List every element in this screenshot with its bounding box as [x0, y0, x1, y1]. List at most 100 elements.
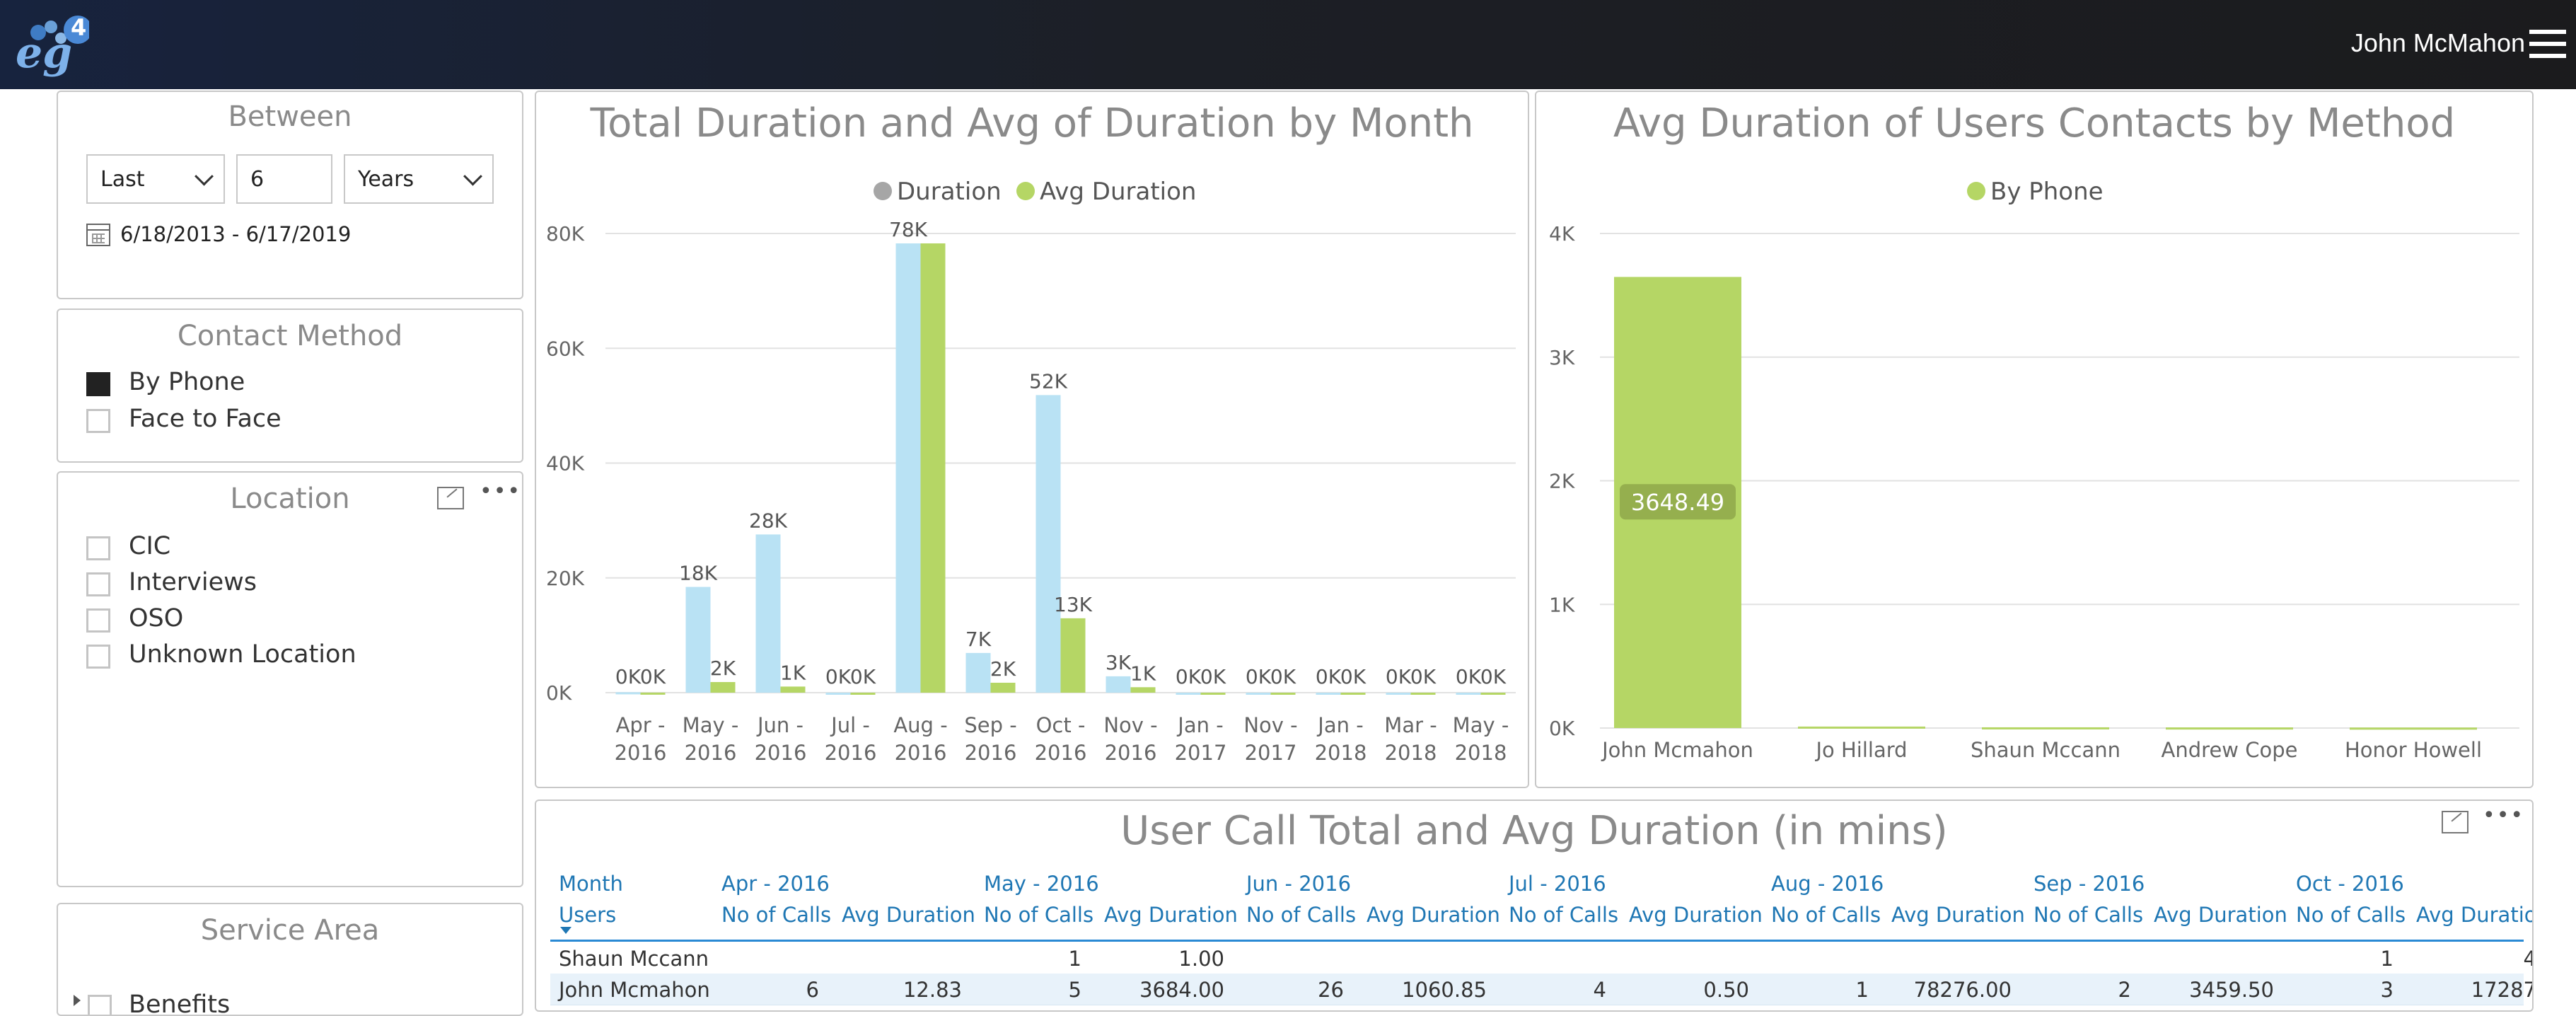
data-label: 0K	[1480, 665, 1507, 688]
column-header-calls[interactable]: No of Calls	[1771, 903, 1881, 927]
legend-marker	[1967, 182, 1985, 200]
checkbox-interviews[interactable]	[86, 572, 110, 596]
column-header-avg-duration[interactable]: Avg Duration	[1891, 903, 2025, 927]
checkbox-by-phone[interactable]	[86, 372, 110, 396]
contact-method-panel: Contact Method By Phone Face to Face	[57, 308, 523, 463]
column-header-month[interactable]: Sep - 2016	[2033, 872, 2145, 896]
checkbox-benefits[interactable]	[88, 995, 112, 1015]
column-header-month[interactable]: Aug - 2016	[1771, 872, 1884, 896]
table-title: User Call Total and Avg Duration (in min…	[1120, 808, 1948, 854]
bar-avg-duration	[850, 692, 876, 695]
calendar-icon[interactable]	[86, 224, 110, 246]
column-header-month[interactable]: Jun - 2016	[1246, 872, 1352, 896]
column-header-month[interactable]: Apr - 2016	[721, 872, 830, 896]
cell-avg-duration: 1060.85	[1402, 978, 1487, 1002]
column-header-avg-duration[interactable]: Avg Duration	[2416, 903, 2532, 927]
data-label: 28K	[749, 509, 788, 532]
row-header-month[interactable]: Month	[559, 872, 623, 896]
x-tick-label: Aug -	[893, 713, 947, 737]
data-label: 78K	[889, 218, 928, 241]
legend-label: Duration	[897, 178, 1002, 206]
checkbox-oso[interactable]	[86, 608, 110, 633]
column-header-calls[interactable]: No of Calls	[2296, 903, 2406, 927]
bar-avg-duration	[710, 681, 736, 693]
row-header-users[interactable]: Users	[559, 903, 617, 927]
column-header-calls[interactable]: No of Calls	[721, 903, 832, 927]
expand-arrow-icon[interactable]	[74, 995, 81, 1006]
checkbox-cic[interactable]	[86, 536, 110, 560]
x-tick-label: May -	[683, 713, 739, 737]
bar-duration	[825, 692, 851, 695]
y-tick-label: 60K	[546, 337, 585, 360]
table-row[interactable]	[550, 942, 2524, 974]
user-name[interactable]: John McMahon	[2350, 28, 2525, 57]
y-tick-label: 0K	[1549, 717, 1575, 740]
data-label: 3K	[1106, 651, 1132, 674]
y-tick-label: 2K	[1549, 470, 1575, 493]
sort-arrow-icon[interactable]	[560, 927, 572, 934]
legend-marker	[1016, 182, 1035, 200]
data-label: 0K	[615, 665, 642, 688]
x-tick-label: 2016	[1035, 741, 1087, 765]
checkbox-unknown-location[interactable]	[86, 645, 110, 669]
column-header-calls[interactable]: No of Calls	[1509, 903, 1619, 927]
column-header-month[interactable]: May - 2016	[984, 872, 1099, 896]
bar-by-phone	[1798, 726, 1925, 729]
data-label-background	[1620, 484, 1736, 520]
more-options-icon[interactable]: •••	[480, 479, 522, 504]
bar-avg-duration	[1060, 618, 1086, 693]
period-unit-select[interactable]: Years	[344, 154, 494, 204]
column-header-month[interactable]: Jul - 2016	[1509, 872, 1606, 896]
checkbox-face-to-face[interactable]	[86, 409, 110, 433]
logo-badge: 4	[71, 14, 87, 41]
data-label: 3648.49	[1631, 489, 1724, 516]
user-call-matrix: Month Users Apr - 2016 No of Calls Avg Durat…	[536, 801, 2532, 1010]
bar-duration	[1035, 395, 1061, 693]
column-header-avg-duration[interactable]: Avg Duration	[2154, 903, 2287, 927]
focus-mode-icon[interactable]	[437, 487, 464, 509]
data-label: 13K	[1054, 593, 1093, 616]
y-tick-label: 1K	[1549, 593, 1575, 616]
focus-mode-icon[interactable]	[2442, 811, 2468, 833]
panel-title: Location	[230, 483, 350, 515]
column-header-avg-duration[interactable]: Avg Duration	[1629, 903, 1763, 927]
x-tick-label: Apr -	[616, 713, 666, 737]
y-tick-label: 40K	[546, 452, 585, 475]
y-tick-label: 80K	[546, 222, 585, 246]
x-tick-label: 2016	[685, 741, 737, 765]
column-header-calls[interactable]: No of Calls	[2033, 903, 2144, 927]
column-header-avg-duration[interactable]: Avg Duration	[842, 903, 975, 927]
app-logo[interactable]: eg 4	[11, 10, 92, 78]
cell-calls: 3	[2380, 978, 2394, 1002]
data-label: 0K	[1316, 665, 1342, 688]
period-unit-value: Years	[358, 166, 414, 192]
column-header-calls[interactable]: No of Calls	[984, 903, 1094, 927]
column-header-avg-duration[interactable]: Avg Duration	[1367, 903, 1500, 927]
x-tick-label: 2016	[825, 741, 877, 765]
column-header-month[interactable]: Oct - 2016	[2296, 872, 2404, 896]
cell-calls: 4	[1593, 978, 1606, 1002]
data-label: 0K	[1200, 665, 1226, 688]
table-row[interactable]	[550, 974, 2524, 1005]
period-count-input[interactable]: 6	[236, 154, 332, 204]
legend-marker	[874, 182, 892, 200]
cell-avg-duration: 3684.00	[1139, 978, 1224, 1002]
date-range-text[interactable]: 6/18/2013 - 6/17/2019	[120, 222, 352, 246]
location-panel: Location ••• CIC Interviews OSO Unknown …	[57, 471, 523, 887]
x-tick-label: John Mcmahon	[1601, 738, 1753, 762]
x-tick-label: 2016	[615, 741, 667, 765]
service-area-panel: Service Area Benefits	[57, 903, 523, 1016]
bar-duration	[615, 692, 641, 695]
hamburger-icon[interactable]	[2529, 30, 2566, 58]
checkbox-label: CIC	[129, 532, 171, 560]
column-header-calls[interactable]: No of Calls	[1246, 903, 1357, 927]
cell-calls: 26	[1318, 978, 1344, 1002]
data-label: 0K	[1270, 665, 1296, 688]
bar-avg-duration	[1340, 693, 1366, 695]
x-tick-label: Sep -	[964, 713, 1016, 737]
x-tick-label: Jun -	[756, 713, 803, 737]
period-mode-select[interactable]: Last	[86, 154, 225, 204]
top-bar: eg 4 John McMahon	[0, 0, 2576, 89]
column-header-avg-duration[interactable]: Avg Duration	[1104, 903, 1238, 927]
